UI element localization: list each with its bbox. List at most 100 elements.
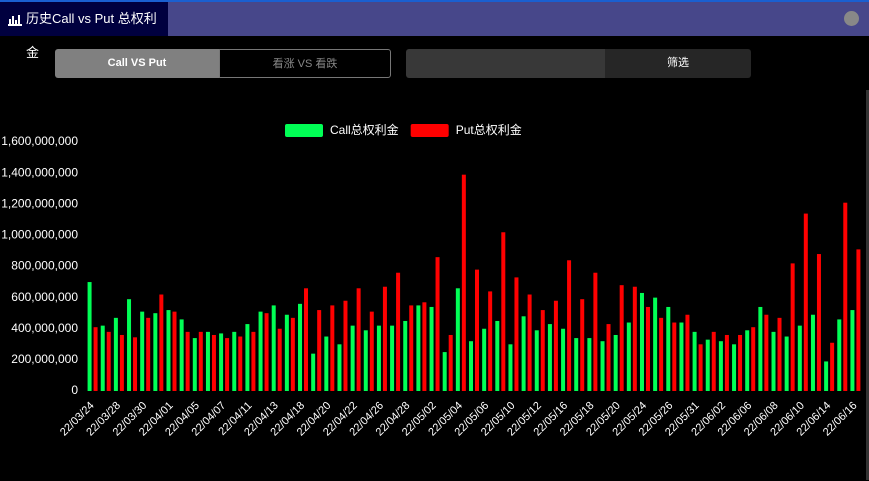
bar [356,288,361,391]
bar [133,337,138,391]
bar [153,313,158,391]
bar [632,286,637,391]
bar [850,310,855,391]
legend-swatch [410,124,449,137]
bar [179,319,184,391]
bar [376,325,381,391]
bar [626,322,631,391]
bar [422,302,427,391]
filter-select[interactable] [406,49,605,78]
bar [830,342,835,391]
y-tick-label: 1,400,000,000 [1,165,78,179]
panel-title: 历史Call vs Put 总权利金 [26,11,157,60]
bar [606,324,611,391]
bar [448,334,453,391]
bar [264,313,269,391]
bar [639,292,644,391]
bar [816,254,821,391]
y-tick-label: 600,000,000 [11,290,78,304]
bar [113,317,118,391]
bar [527,294,532,391]
bar [659,317,664,391]
bar [745,330,750,391]
bar [698,344,703,391]
bar [705,339,710,391]
bar [514,277,519,391]
legend-label: Put总权利金 [456,122,522,137]
bar [211,334,216,391]
bar [666,306,671,391]
bar [232,331,237,391]
bar [732,344,737,391]
tab-button[interactable]: Call VS Put [55,49,219,78]
panel-tab[interactable]: 历史Call vs Put 总权利金 [0,2,168,60]
bar [685,314,690,391]
bar [593,272,598,391]
bar [284,314,289,391]
bar [298,303,303,391]
bar [567,260,572,391]
bar [561,328,566,391]
bar [238,336,243,391]
filter-button[interactable]: 筛选 [605,49,751,78]
bar [508,344,513,391]
bar [251,331,256,391]
bar [534,330,539,391]
bar [311,353,316,391]
bar [580,299,585,391]
bar [751,327,756,391]
bar [93,327,98,391]
scrollbar[interactable] [866,90,869,480]
bar [771,331,776,391]
bar [106,331,111,391]
bar [455,288,460,391]
y-tick-label: 1,000,000,000 [1,228,78,242]
bar [843,202,848,391]
bar [711,331,716,391]
bar [166,310,171,391]
bar [416,305,421,391]
bar [824,361,829,391]
bar [797,325,802,391]
bar [587,338,592,391]
bar [343,300,348,391]
bar [469,341,473,391]
bar [435,257,440,391]
bar [350,325,355,391]
bar [521,316,526,391]
bar [442,352,447,391]
legend-label: Call总权利金 [330,122,399,137]
bar [146,317,151,391]
bar [619,285,624,391]
bar [159,294,164,391]
bar [784,336,789,391]
bar [803,213,808,391]
bar [837,319,842,391]
bar [127,299,132,391]
bar [777,317,782,391]
bar [100,325,105,391]
bar [382,286,387,391]
bar [245,324,250,391]
bar [277,328,282,391]
y-tick-label: 800,000,000 [11,259,78,273]
bar [547,324,552,391]
tab-button[interactable]: 看涨 VS 看跌 [219,49,391,78]
bar [574,338,579,391]
y-tick-label: 0 [71,383,78,397]
bar [87,282,92,391]
y-tick-label: 1,200,000,000 [1,196,78,210]
bar [553,300,558,391]
bar [645,306,650,391]
bar [429,306,434,391]
bar [185,331,190,391]
bar [140,311,145,391]
bar [488,291,493,391]
bar [363,330,368,391]
bar [856,249,861,391]
fullscreen-button[interactable] [844,11,859,26]
bar [304,288,309,391]
bar [172,311,177,391]
